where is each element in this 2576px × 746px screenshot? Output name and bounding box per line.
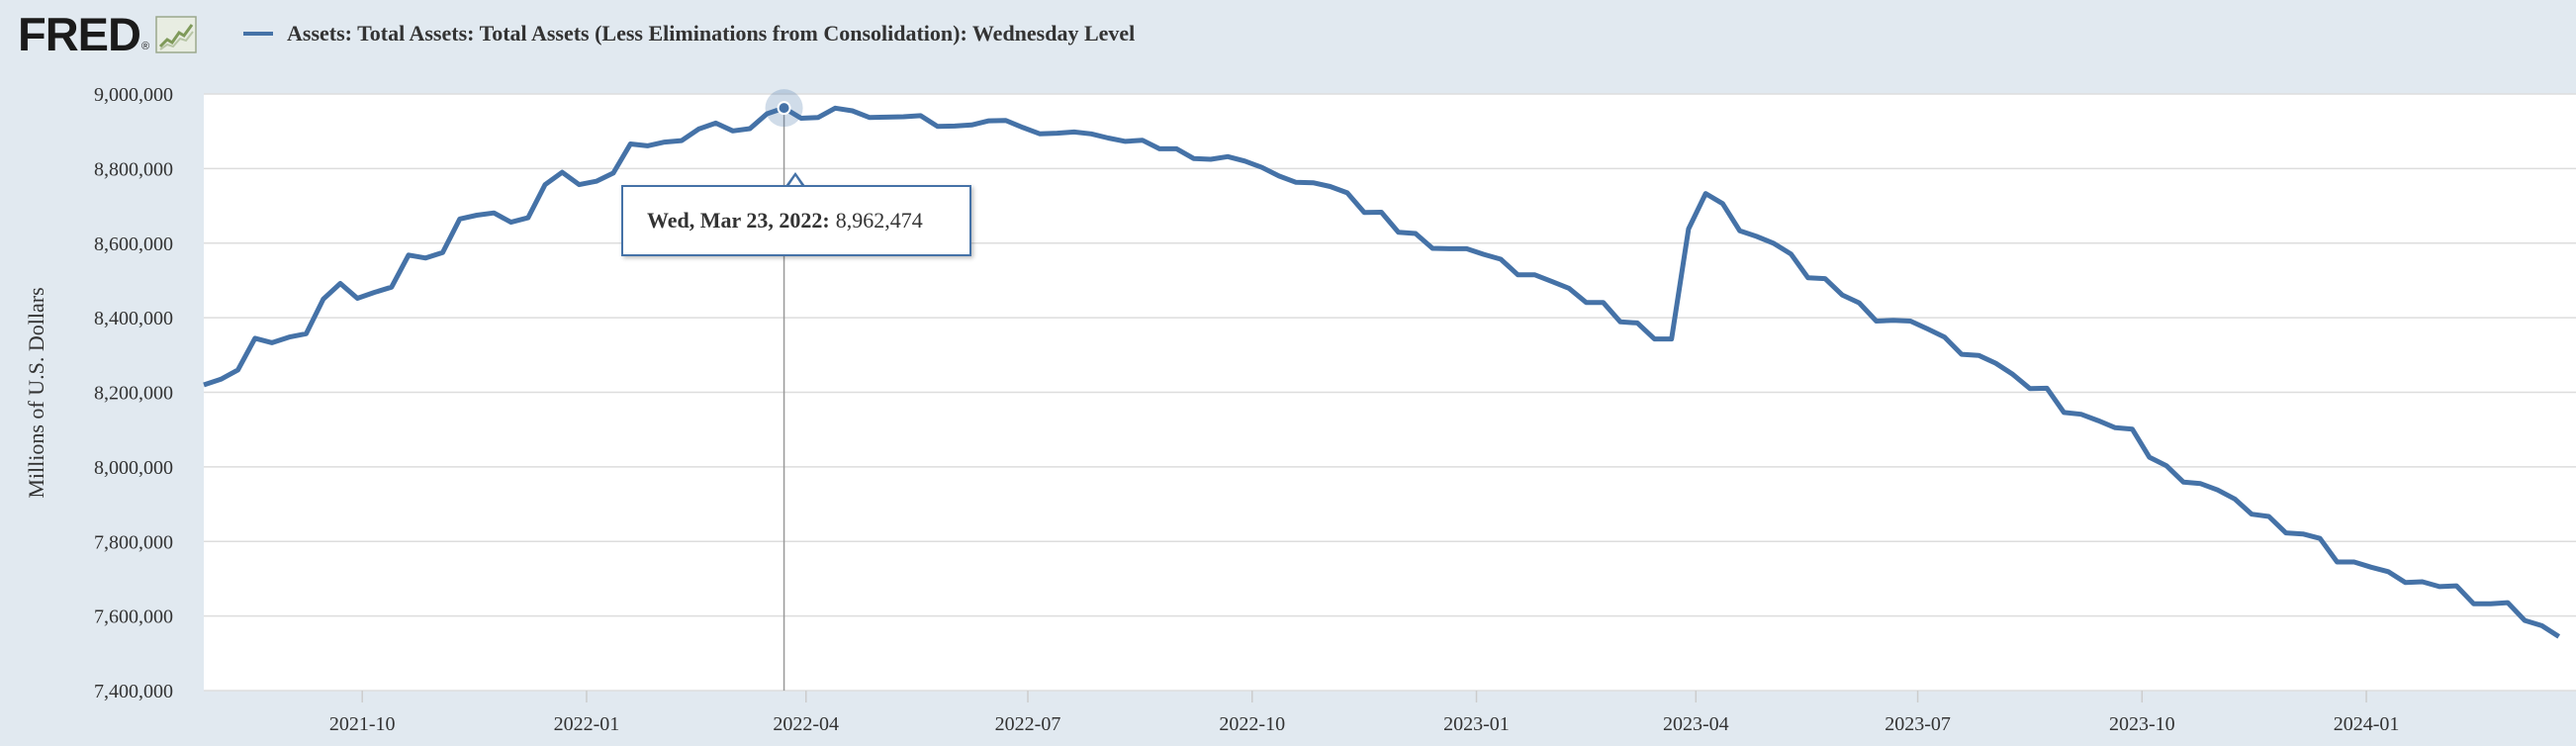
x-tick-label: 2022-07 [995,713,1061,735]
logo-text: FRED [18,8,141,60]
x-tick-label: 2023-01 [1443,713,1510,735]
x-tick-label: 2023-10 [2109,713,2175,735]
chart-legend: Assets: Total Assets: Total Assets (Less… [243,14,1135,53]
x-tick-label: 2023-04 [1663,713,1729,735]
series-line[interactable] [203,105,2561,639]
x-tick-label: 2022-04 [773,713,839,735]
y-axis-label: Millions of U.S. Dollars [24,287,48,498]
y-tick-label: 7,600,000 [94,606,173,628]
y-tick-label: 9,000,000 [94,84,173,106]
x-tick-label: 2024-01 [2334,713,2400,735]
x-axis-tick-labels: 2021-10 2022-01 2022-04 2022-07 2022-10 2023-… [329,691,2400,735]
fred-logo[interactable]: FRED ® [18,10,197,59]
logo-registered-mark: ® [140,41,150,52]
y-axis-tick-labels: 7,400,000 7,600,000 7,800,000 8,000,000 8,20… [94,84,173,702]
hover-point[interactable] [777,101,791,116]
y-tick-label: 8,400,000 [94,308,173,329]
x-tick-label: 2021-10 [329,713,396,735]
y-tick-label: 8,200,000 [94,383,173,405]
data-tooltip: Wed, Mar 23, 2022: 8,962,474 [621,185,971,256]
y-tick-label: 8,800,000 [94,158,173,180]
y-tick-label: 8,000,000 [94,457,173,479]
tooltip-date: Wed, Mar 23, 2022: [647,208,830,233]
x-tick-label: 2022-01 [554,713,620,735]
y-tick-label: 7,800,000 [94,531,173,553]
series-title: Assets: Total Assets: Total Assets (Less… [287,21,1136,46]
y-tick-label: 8,600,000 [94,233,173,255]
tooltip-value: 8,962,474 [835,208,923,233]
legend-swatch [243,32,273,36]
chart-header: FRED ® Assets: Total Assets: Total Asset… [0,0,2576,69]
line-graph-icon [155,16,197,53]
grid-lines [204,93,2576,692]
x-tick-label: 2022-10 [1219,713,1285,735]
x-tick-label: 2023-07 [1885,713,1951,735]
y-tick-label: 7,400,000 [94,681,173,702]
